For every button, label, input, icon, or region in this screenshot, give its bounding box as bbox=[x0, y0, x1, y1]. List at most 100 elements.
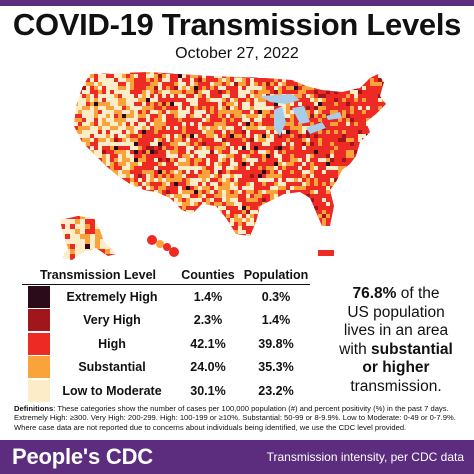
county-cell bbox=[194, 186, 198, 190]
county-cell bbox=[330, 194, 334, 198]
county-cell bbox=[114, 214, 118, 218]
county-cell bbox=[154, 186, 158, 190]
county-cell bbox=[342, 194, 346, 198]
county-cell bbox=[298, 74, 302, 78]
county-cell bbox=[138, 74, 142, 78]
county-cell bbox=[130, 178, 134, 182]
county-cell bbox=[294, 162, 298, 166]
county-cell bbox=[226, 142, 230, 146]
county-cell bbox=[250, 126, 254, 130]
county-cell bbox=[286, 106, 290, 110]
county-cell bbox=[302, 122, 306, 126]
county-cell bbox=[130, 142, 134, 146]
county-cell bbox=[350, 198, 354, 202]
county-cell bbox=[130, 230, 134, 234]
county-cell bbox=[106, 170, 110, 174]
county-cell bbox=[274, 186, 278, 190]
county-cell bbox=[386, 94, 390, 98]
county-cell bbox=[286, 166, 290, 170]
county-cell bbox=[222, 130, 226, 134]
county-cell bbox=[158, 78, 162, 82]
county-cell bbox=[230, 142, 234, 146]
county-cell bbox=[142, 174, 146, 178]
county-cell bbox=[378, 138, 382, 142]
county-cell bbox=[350, 186, 354, 190]
county-cell bbox=[102, 166, 106, 170]
county-cell bbox=[274, 206, 278, 210]
county-cell bbox=[134, 94, 138, 98]
county-cell bbox=[310, 78, 318, 82]
county-cell bbox=[246, 94, 250, 98]
county-cell bbox=[206, 134, 210, 138]
county-cell bbox=[86, 178, 90, 182]
county-cell bbox=[266, 230, 270, 234]
county-cell bbox=[366, 158, 374, 162]
county-cell bbox=[90, 194, 94, 198]
county-cell bbox=[254, 126, 258, 130]
county-cell bbox=[282, 106, 286, 110]
county-cell bbox=[242, 170, 246, 174]
county-cell bbox=[90, 74, 94, 78]
county-cell bbox=[286, 154, 290, 158]
county-cell bbox=[122, 102, 126, 106]
county-cell bbox=[318, 166, 322, 170]
county-cell bbox=[162, 130, 166, 134]
county-cell bbox=[170, 218, 174, 222]
county-cell bbox=[374, 154, 378, 158]
county-cell bbox=[366, 78, 370, 82]
county-cell bbox=[334, 230, 338, 234]
county-cell bbox=[294, 126, 298, 130]
county-cell bbox=[154, 130, 158, 134]
county-cell bbox=[102, 78, 106, 82]
county-cell bbox=[80, 244, 85, 249]
county-cell bbox=[354, 86, 358, 90]
county-cell bbox=[234, 72, 242, 74]
county-cell bbox=[70, 102, 74, 106]
county-cell bbox=[114, 182, 118, 186]
county-cell bbox=[94, 150, 98, 154]
county-cell bbox=[114, 122, 118, 126]
county-cell bbox=[266, 142, 270, 146]
county-cell bbox=[182, 126, 186, 130]
county-cell bbox=[174, 78, 178, 82]
county-cell bbox=[138, 174, 142, 178]
county-cell bbox=[150, 166, 154, 170]
county-cell bbox=[346, 126, 350, 130]
county-cell bbox=[302, 82, 310, 86]
county-cell bbox=[350, 170, 354, 174]
county-cell bbox=[138, 142, 142, 146]
county-cell bbox=[130, 198, 134, 202]
county-cell bbox=[182, 122, 186, 126]
county-cell bbox=[274, 130, 278, 134]
county-cell bbox=[114, 230, 118, 234]
county-cell bbox=[158, 90, 162, 94]
county-cell bbox=[98, 190, 102, 194]
county-cell bbox=[138, 194, 142, 198]
county-cell bbox=[362, 166, 370, 170]
county-cell bbox=[115, 234, 116, 239]
county-cell bbox=[60, 224, 65, 229]
county-cell bbox=[246, 134, 250, 138]
county-cell bbox=[226, 194, 230, 198]
county-cell bbox=[366, 72, 370, 74]
county-cell bbox=[230, 198, 234, 202]
county-cell bbox=[314, 78, 318, 82]
county-cell bbox=[238, 126, 242, 130]
county-cell bbox=[202, 226, 206, 230]
county-cell bbox=[142, 142, 146, 146]
county-cell bbox=[266, 214, 270, 218]
county-cell bbox=[266, 74, 270, 78]
county-cell bbox=[326, 182, 330, 186]
county-cell bbox=[74, 138, 78, 142]
county-cell bbox=[178, 72, 182, 74]
county-cell bbox=[310, 102, 314, 106]
county-cell bbox=[110, 90, 114, 94]
county-cell bbox=[74, 182, 78, 186]
county-cell bbox=[126, 130, 130, 134]
county-cell bbox=[342, 198, 346, 202]
county-cell bbox=[162, 234, 170, 236]
county-cell bbox=[214, 146, 218, 150]
county-cell bbox=[100, 224, 105, 229]
county-cell bbox=[114, 154, 118, 158]
county-cell bbox=[346, 82, 354, 86]
